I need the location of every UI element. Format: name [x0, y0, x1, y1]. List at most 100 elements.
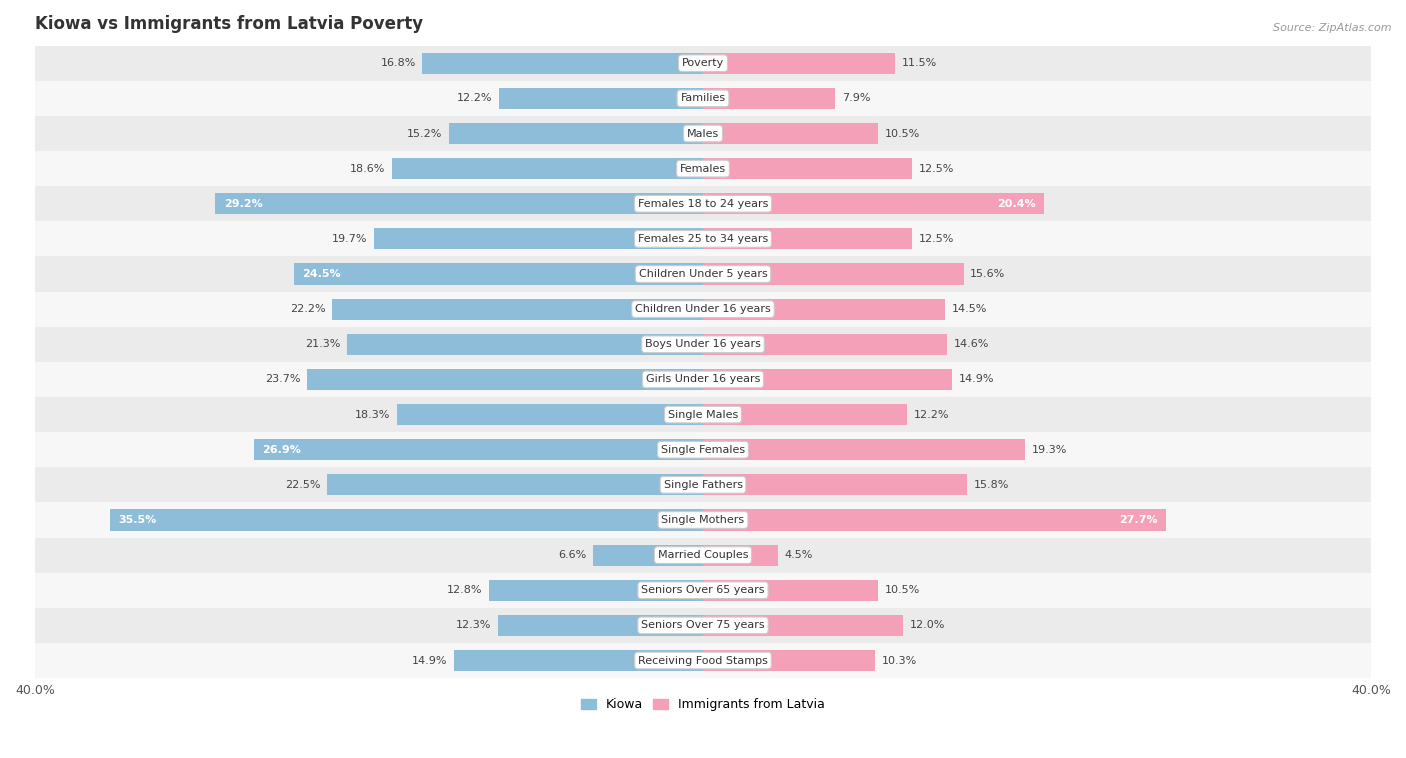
Bar: [703, 509, 1166, 531]
Bar: [35, 467, 1371, 503]
Text: 35.5%: 35.5%: [118, 515, 156, 525]
Bar: [35, 643, 1371, 678]
Text: 24.5%: 24.5%: [302, 269, 340, 279]
Text: 26.9%: 26.9%: [262, 445, 301, 455]
Text: Females 18 to 24 years: Females 18 to 24 years: [638, 199, 768, 208]
Text: 23.7%: 23.7%: [264, 374, 301, 384]
Bar: [703, 650, 875, 671]
Bar: [35, 573, 1371, 608]
Bar: [703, 123, 879, 144]
Text: 6.6%: 6.6%: [558, 550, 586, 560]
Bar: [392, 158, 703, 179]
Bar: [35, 81, 1371, 116]
Text: 12.0%: 12.0%: [910, 620, 945, 631]
Text: 22.5%: 22.5%: [285, 480, 321, 490]
Text: 10.3%: 10.3%: [882, 656, 917, 666]
Text: Single Fathers: Single Fathers: [664, 480, 742, 490]
Bar: [35, 537, 1371, 573]
Bar: [35, 45, 1371, 81]
Bar: [332, 299, 703, 320]
Bar: [703, 158, 911, 179]
Text: Females: Females: [681, 164, 725, 174]
Bar: [35, 327, 1371, 362]
Text: 20.4%: 20.4%: [997, 199, 1035, 208]
Legend: Kiowa, Immigrants from Latvia: Kiowa, Immigrants from Latvia: [576, 693, 830, 716]
Text: Single Mothers: Single Mothers: [661, 515, 745, 525]
Bar: [35, 503, 1371, 537]
Text: Males: Males: [688, 129, 718, 139]
Text: 22.2%: 22.2%: [290, 304, 326, 314]
Bar: [449, 123, 703, 144]
Bar: [35, 397, 1371, 432]
Text: 19.7%: 19.7%: [332, 234, 367, 244]
Text: 12.3%: 12.3%: [456, 620, 491, 631]
Bar: [703, 615, 904, 636]
Text: 14.9%: 14.9%: [959, 374, 994, 384]
Bar: [307, 369, 703, 390]
Text: Boys Under 16 years: Boys Under 16 years: [645, 340, 761, 349]
Text: Females 25 to 34 years: Females 25 to 34 years: [638, 234, 768, 244]
Bar: [35, 256, 1371, 292]
Text: 21.3%: 21.3%: [305, 340, 340, 349]
Bar: [703, 544, 778, 565]
Text: 10.5%: 10.5%: [884, 585, 921, 595]
Bar: [110, 509, 703, 531]
Text: 12.5%: 12.5%: [918, 234, 953, 244]
Bar: [454, 650, 703, 671]
Text: Girls Under 16 years: Girls Under 16 years: [645, 374, 761, 384]
Bar: [35, 432, 1371, 467]
Bar: [35, 151, 1371, 186]
Text: Married Couples: Married Couples: [658, 550, 748, 560]
Bar: [498, 615, 703, 636]
Text: Families: Families: [681, 93, 725, 103]
Bar: [253, 439, 703, 460]
Text: 12.8%: 12.8%: [447, 585, 482, 595]
Bar: [703, 53, 896, 74]
Bar: [398, 404, 703, 425]
Bar: [489, 580, 703, 601]
Text: 14.9%: 14.9%: [412, 656, 447, 666]
Text: 14.5%: 14.5%: [952, 304, 987, 314]
Bar: [703, 475, 967, 496]
Text: Single Males: Single Males: [668, 409, 738, 420]
Text: 15.6%: 15.6%: [970, 269, 1005, 279]
Text: Seniors Over 75 years: Seniors Over 75 years: [641, 620, 765, 631]
Bar: [35, 186, 1371, 221]
Text: 15.8%: 15.8%: [973, 480, 1010, 490]
Bar: [294, 264, 703, 284]
Text: 12.5%: 12.5%: [918, 164, 953, 174]
Bar: [703, 580, 879, 601]
Bar: [422, 53, 703, 74]
Text: 14.6%: 14.6%: [953, 340, 988, 349]
Bar: [703, 228, 911, 249]
Text: Children Under 16 years: Children Under 16 years: [636, 304, 770, 314]
Text: Single Females: Single Females: [661, 445, 745, 455]
Bar: [35, 608, 1371, 643]
Bar: [703, 299, 945, 320]
Text: 12.2%: 12.2%: [914, 409, 949, 420]
Bar: [703, 88, 835, 109]
Bar: [703, 404, 907, 425]
Text: 19.3%: 19.3%: [1032, 445, 1067, 455]
Bar: [347, 334, 703, 355]
Text: 15.2%: 15.2%: [408, 129, 443, 139]
Bar: [703, 334, 946, 355]
Text: 18.3%: 18.3%: [356, 409, 391, 420]
Bar: [35, 362, 1371, 397]
Text: 18.6%: 18.6%: [350, 164, 385, 174]
Bar: [35, 221, 1371, 256]
Bar: [703, 193, 1043, 215]
Text: Kiowa vs Immigrants from Latvia Poverty: Kiowa vs Immigrants from Latvia Poverty: [35, 15, 423, 33]
Bar: [593, 544, 703, 565]
Text: Seniors Over 65 years: Seniors Over 65 years: [641, 585, 765, 595]
Text: Receiving Food Stamps: Receiving Food Stamps: [638, 656, 768, 666]
Text: 10.5%: 10.5%: [884, 129, 921, 139]
Text: 27.7%: 27.7%: [1119, 515, 1157, 525]
Text: 11.5%: 11.5%: [901, 58, 936, 68]
Bar: [374, 228, 703, 249]
Bar: [703, 264, 963, 284]
Bar: [328, 475, 703, 496]
Text: 12.2%: 12.2%: [457, 93, 492, 103]
Bar: [499, 88, 703, 109]
Bar: [703, 369, 952, 390]
